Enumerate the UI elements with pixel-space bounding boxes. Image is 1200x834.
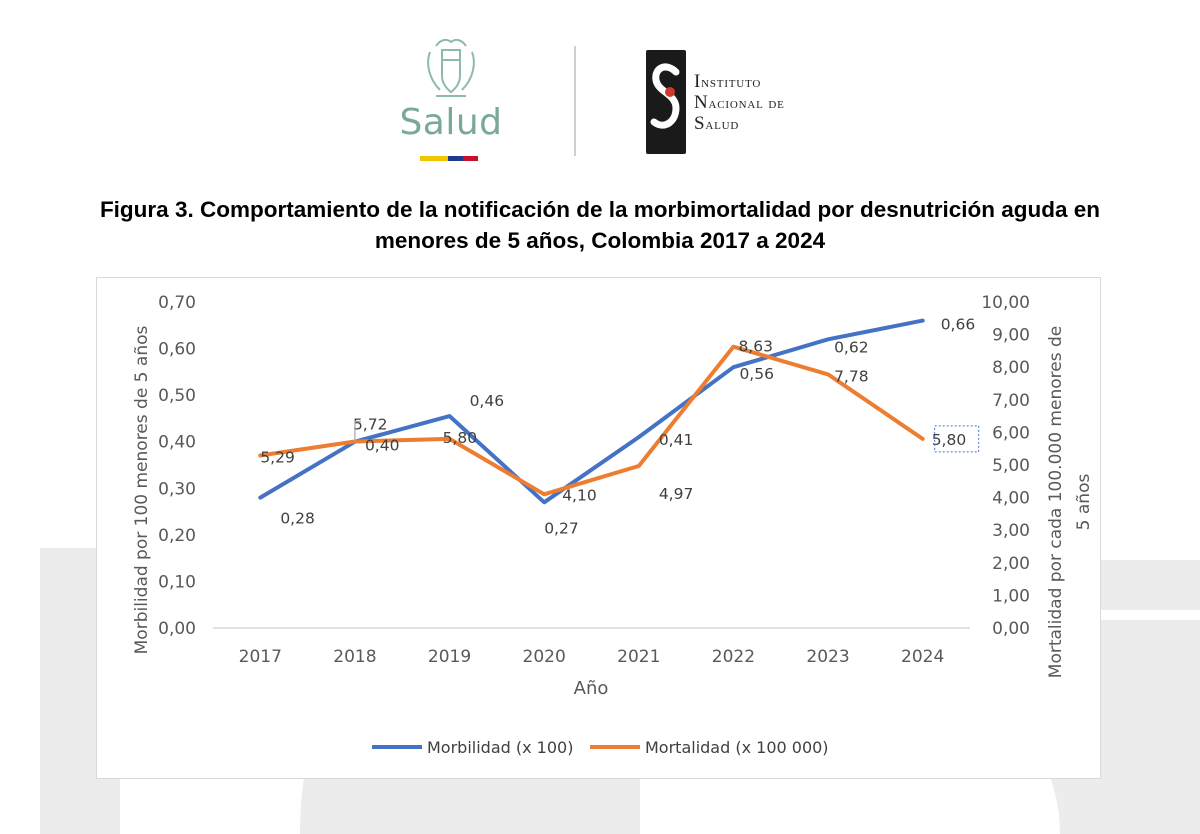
x-axis-label: Año <box>574 678 609 699</box>
right-tick-label: 5,00 <box>992 456 1030 476</box>
morbilidad-legend-label: Morbilidad (x 100) <box>427 738 573 757</box>
morbilidad-data-label: 0,27 <box>544 519 579 537</box>
right-tick-label: 3,00 <box>992 521 1030 541</box>
coat-of-arms-icon <box>427 38 475 97</box>
morbilidad-data-label: 0,46 <box>470 392 505 410</box>
left-tick-label: 0,40 <box>158 433 196 453</box>
x-tick-label: 2017 <box>239 647 282 667</box>
right-axis-label-line-1: Mortalidad por cada 100.000 menores de <box>1046 326 1066 678</box>
right-tick-label: 9,00 <box>992 326 1030 346</box>
mortalidad-data-label: 7,78 <box>834 367 869 385</box>
left-tick-label: 0,70 <box>158 293 196 313</box>
chart-legend: Morbilidad (x 100) Mortalidad (x 100 000) <box>372 738 829 757</box>
ins-line-3: Salud <box>694 113 740 134</box>
left-tick-label: 0,20 <box>158 526 196 546</box>
page-header: Salud Instituto Nacional de Salud <box>0 38 1200 168</box>
right-tick-label: 10,00 <box>981 293 1030 313</box>
morbilidad-data-label: 0,56 <box>739 365 774 383</box>
figure-title: Figura 3. Comportamiento de la notificac… <box>20 194 1180 256</box>
morbilidad-data-label: 0,40 <box>365 437 400 455</box>
right-tick-label: 4,00 <box>992 489 1030 509</box>
mortalidad-data-label: 5,80 <box>932 431 967 449</box>
mortalidad-line <box>258 344 925 497</box>
mortalidad-data-label: 4,10 <box>562 486 597 504</box>
left-tick-label: 0,10 <box>158 572 196 592</box>
right-tick-label: 7,00 <box>992 391 1030 411</box>
x-tick-label: 2024 <box>901 647 944 667</box>
figure-title-line-1: Figura 3. Comportamiento de la notificac… <box>99 197 1101 222</box>
x-tick-label: 2021 <box>617 647 660 667</box>
morbilidad-data-label: 0,62 <box>834 338 869 356</box>
figure-title-line-2: menores de 5 años, Colombia 2017 a 2024 <box>374 228 826 253</box>
right-tick-label: 1,00 <box>992 586 1030 606</box>
right-tick-label: 2,00 <box>992 554 1030 574</box>
x-tick-label: 2022 <box>712 647 755 667</box>
salud-logo-text: Salud <box>399 102 503 143</box>
x-tick-label: 2020 <box>523 647 566 667</box>
x-tick-label: 2019 <box>428 647 471 667</box>
left-tick-label: 0,50 <box>158 386 196 406</box>
data-label-leader-line <box>354 420 361 442</box>
ins-logo-icon <box>646 50 686 154</box>
series-lines <box>258 318 925 505</box>
logo-divider <box>574 46 576 156</box>
morbilidad-data-label: 0,41 <box>659 431 694 449</box>
morbilidad-data-label: 0,66 <box>941 316 976 334</box>
left-tick-label: 0,30 <box>158 479 196 499</box>
right-tick-label: 6,00 <box>992 423 1030 443</box>
right-tick-label: 8,00 <box>992 358 1030 378</box>
left-tick-label: 0,00 <box>158 619 196 639</box>
ins-logo-text: Instituto Nacional de Salud <box>694 72 874 135</box>
selected-label-box <box>934 425 980 453</box>
colombia-flag-stripe <box>420 156 478 161</box>
salud-logo: Salud <box>396 38 506 164</box>
ins-line-1: Instituto <box>694 71 762 92</box>
morbilidad-data-label: 0,28 <box>280 510 315 528</box>
left-tick-label: 0,60 <box>158 340 196 360</box>
ins-line-2: Nacional de <box>694 92 785 113</box>
left-axis-ticks: 0,00 0,10 0,20 0,30 0,40 0,50 0,60 0,70 <box>158 293 196 639</box>
mortalidad-data-label: 5,80 <box>443 429 478 447</box>
mortalidad-legend-label: Mortalidad (x 100 000) <box>645 738 829 757</box>
mortalidad-data-label: 5,72 <box>353 416 388 434</box>
data-labels: 0,28 0,40 0,46 0,27 0,41 0,56 0,62 0,66 5,29 5,72… <box>260 316 980 537</box>
right-axis-ticks: 0,00 1,00 2,00 3,00 4,00 5,00 6,00 7,00 8,00 9,00… <box>981 293 1030 639</box>
left-axis-label: Morbilidad por 100 menores de 5 años <box>132 326 152 655</box>
x-axis-ticks: 2017 2018 2019 2020 2021 2022 2023 2024 <box>239 647 945 667</box>
x-tick-label: 2018 <box>333 647 376 667</box>
right-axis-label-line-2: 5 años <box>1074 474 1094 531</box>
morbilidad-line <box>258 318 925 505</box>
chart-frame <box>96 277 1101 779</box>
mortalidad-data-label: 5,29 <box>260 449 295 467</box>
x-tick-label: 2023 <box>806 647 849 667</box>
mortalidad-data-label: 8,63 <box>738 338 773 356</box>
mortalidad-data-label: 4,97 <box>659 485 694 503</box>
right-tick-label: 0,00 <box>992 619 1030 639</box>
